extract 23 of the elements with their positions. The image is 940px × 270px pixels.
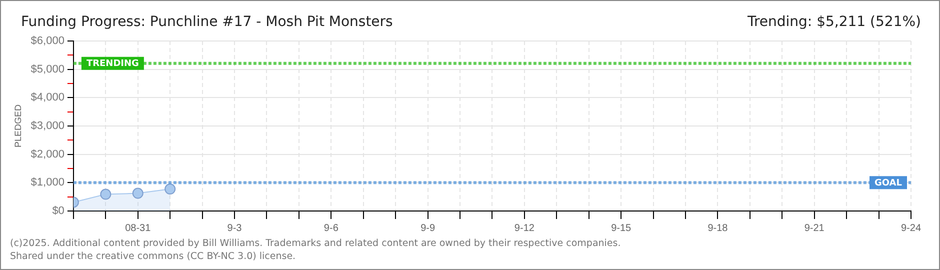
y-tick-label: $0	[52, 205, 64, 218]
x-tick-label: 9-3	[227, 222, 242, 234]
x-tick-label: 9-12	[514, 222, 535, 234]
chart-subtitle: Trending: $5,211 (521%)	[747, 14, 921, 30]
x-tick-label: 9-9	[420, 222, 436, 234]
y-tick-label: $4,000	[30, 92, 64, 104]
text: (c)2025. Additional content provided by Bill Williams. Trademarks and related content are owned by their respective companies.	[10, 237, 621, 250]
y-tick-label: $2,000	[30, 148, 64, 160]
x-tick-label: 9-24	[900, 222, 922, 234]
y-tick-label: $6,000	[30, 35, 64, 48]
x-tick-label: 9-6	[324, 222, 339, 234]
chart-title: Funding Progress: Punchline #17 - Mosh Pit Monsters	[21, 14, 393, 30]
y-tick-label: $3,000	[30, 120, 64, 132]
ref-line-label: TRENDING	[86, 59, 139, 70]
x-tick-label: 9-21	[804, 222, 825, 234]
ref-line-label: GOAL	[874, 178, 902, 189]
x-tick-label: 08-31	[125, 222, 152, 234]
x-tick-label: 9-18	[708, 222, 728, 234]
y-tick-label: $1,000	[30, 176, 64, 189]
text: Shared under the creative commons (CC BY-NC 3.0) license.	[10, 250, 297, 263]
y-axis-title: PLEDGED	[12, 104, 23, 148]
x-tick-label: 9-15	[611, 222, 632, 234]
y-tick-label: $5,000	[30, 63, 64, 76]
